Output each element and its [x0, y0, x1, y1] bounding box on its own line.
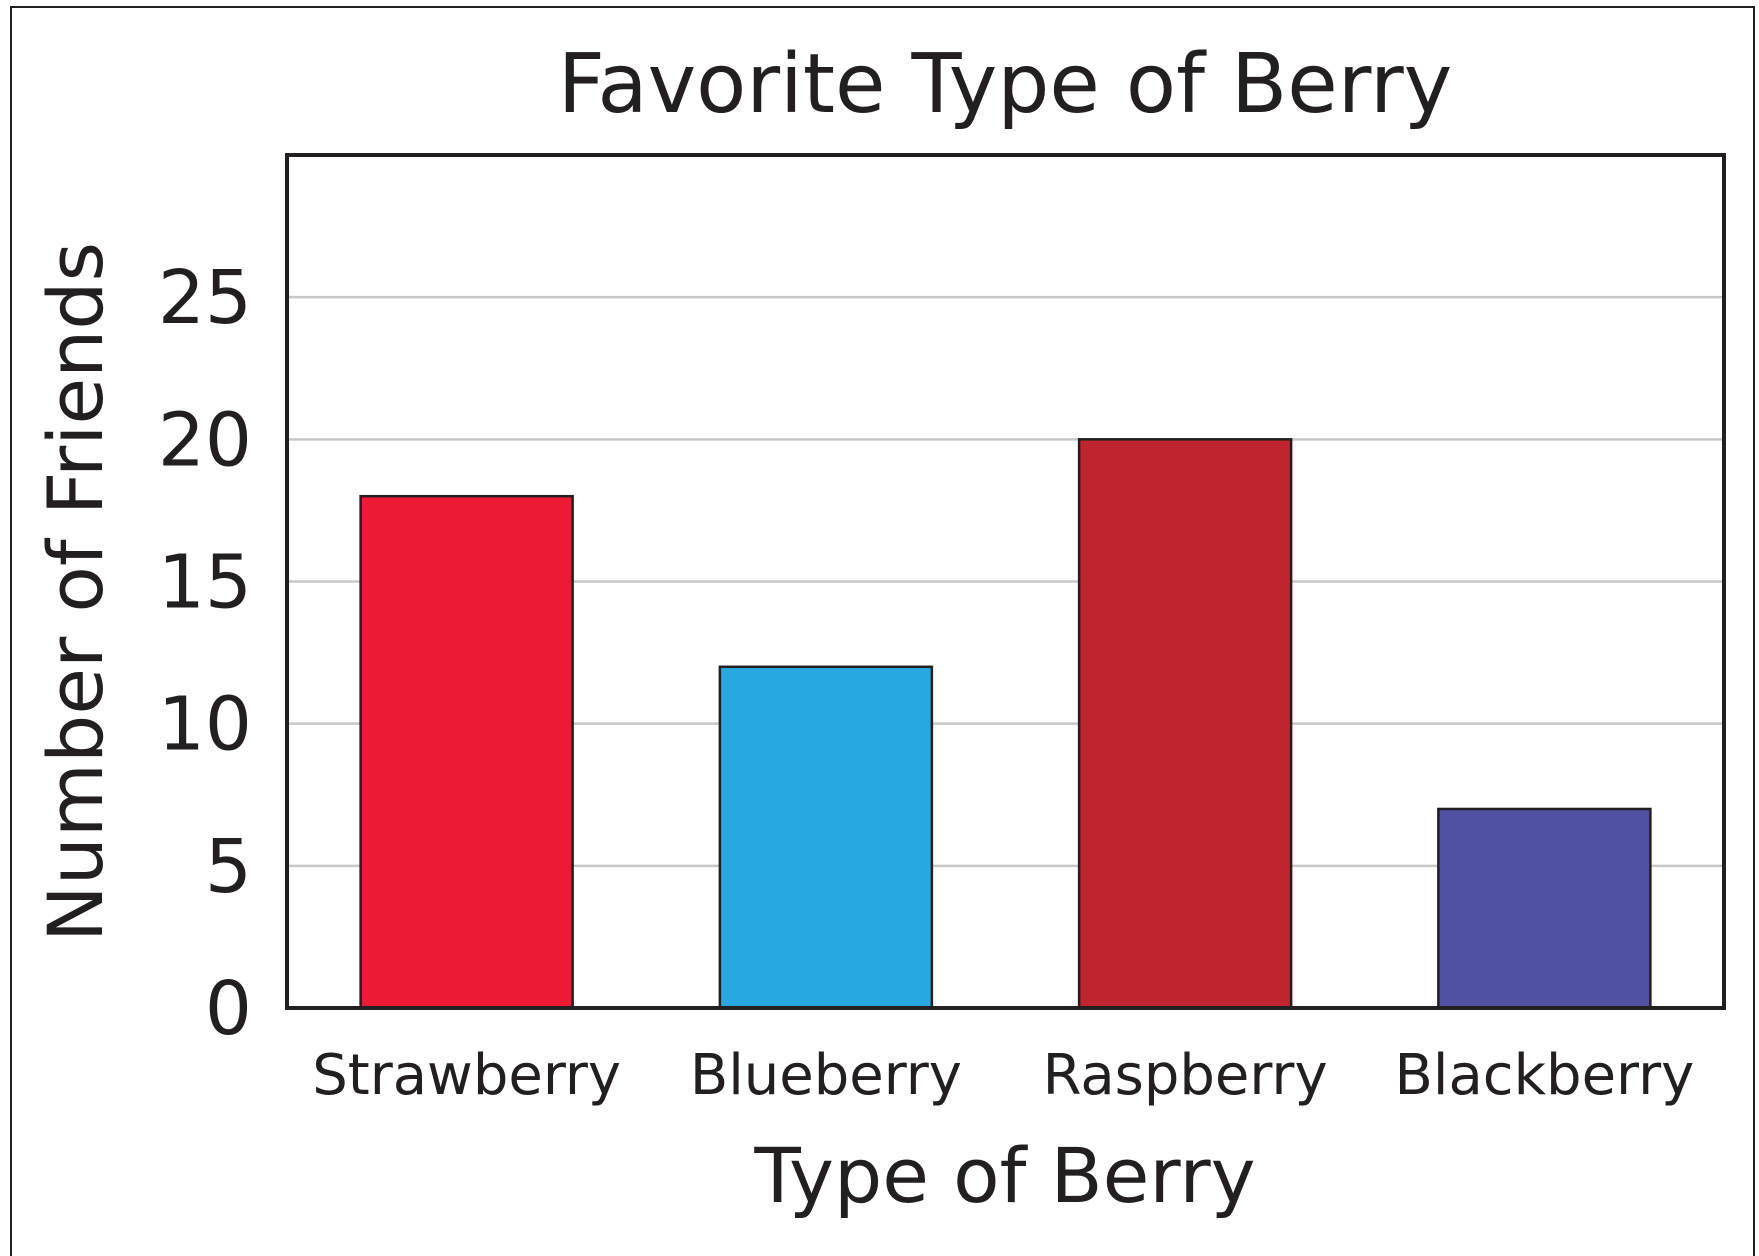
x-tick-label-blueberry: Blueberry: [690, 1043, 962, 1108]
chart-title: Favorite Type of Berry: [558, 37, 1452, 132]
y-tick-label: 10: [158, 682, 252, 768]
chart-frame: [10, 6, 1755, 1256]
y-tick-label: 0: [205, 966, 252, 1052]
x-tick-label-raspberry: Raspberry: [1043, 1043, 1328, 1108]
bar-strawberry: [359, 494, 574, 1010]
plot-border: [285, 153, 1726, 1010]
y-axis-label: Number of Friends: [31, 242, 120, 942]
x-axis-label: Type of Berry: [753, 1131, 1255, 1220]
y-tick-label: 20: [158, 397, 252, 483]
plot-area: 0 5 10 15 20 25 Strawberry Blueberry Raspberry Bl…: [158, 153, 1726, 1108]
x-tick-label-strawberry: Strawberry: [312, 1043, 621, 1108]
bar-blackberry: [1437, 807, 1652, 1010]
bar-raspberry: [1077, 438, 1293, 1010]
y-tick-label: 5: [205, 824, 252, 910]
x-tick-label-blackberry: Blackberry: [1395, 1043, 1695, 1108]
y-tick-label: 15: [158, 540, 252, 626]
bar-blueberry: [718, 665, 934, 1010]
y-tick-label: 25: [158, 255, 252, 341]
